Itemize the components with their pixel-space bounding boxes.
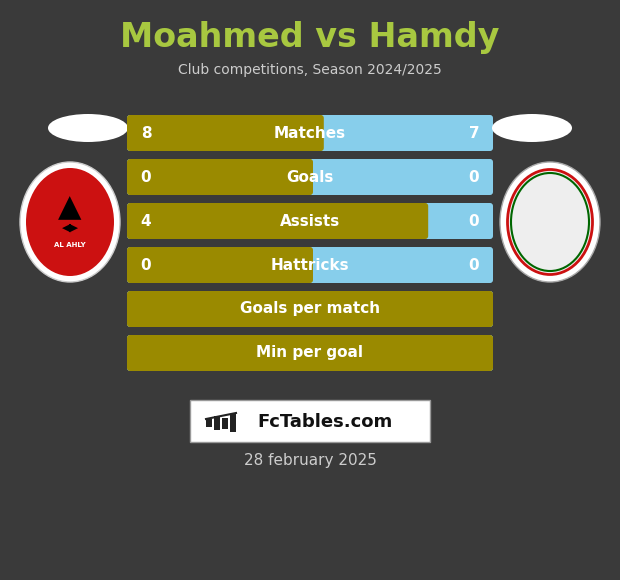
Text: Assists: Assists	[280, 213, 340, 229]
FancyBboxPatch shape	[127, 159, 493, 195]
Text: 0: 0	[141, 258, 151, 273]
Text: 0: 0	[469, 258, 479, 273]
Bar	[206, 419, 212, 427]
Ellipse shape	[26, 168, 114, 276]
FancyBboxPatch shape	[127, 159, 313, 195]
Ellipse shape	[511, 173, 589, 271]
Text: Min per goal: Min per goal	[257, 346, 363, 361]
Bar	[214, 416, 220, 430]
FancyBboxPatch shape	[127, 203, 493, 239]
Text: Moahmed vs Hamdy: Moahmed vs Hamdy	[120, 21, 500, 55]
FancyBboxPatch shape	[127, 291, 493, 327]
Ellipse shape	[500, 162, 600, 282]
Bar	[230, 414, 236, 432]
FancyBboxPatch shape	[127, 335, 493, 371]
Text: 4: 4	[141, 213, 151, 229]
Text: 8: 8	[141, 125, 151, 140]
FancyBboxPatch shape	[127, 115, 324, 151]
Text: Goals per match: Goals per match	[240, 302, 380, 317]
FancyBboxPatch shape	[190, 400, 430, 442]
Ellipse shape	[48, 114, 128, 142]
Text: Goals: Goals	[286, 169, 334, 184]
Text: 0: 0	[141, 169, 151, 184]
Ellipse shape	[492, 114, 572, 142]
FancyBboxPatch shape	[127, 247, 313, 283]
Bar	[222, 418, 228, 429]
FancyBboxPatch shape	[127, 115, 493, 151]
Text: Hattricks: Hattricks	[271, 258, 349, 273]
Ellipse shape	[508, 169, 593, 274]
Text: 0: 0	[469, 169, 479, 184]
Text: FcTables.com: FcTables.com	[257, 413, 392, 431]
FancyBboxPatch shape	[127, 335, 493, 371]
Text: AL AHLY: AL AHLY	[54, 242, 86, 248]
Text: 28 february 2025: 28 february 2025	[244, 452, 376, 467]
Text: 7: 7	[469, 125, 479, 140]
Text: Matches: Matches	[274, 125, 346, 140]
FancyBboxPatch shape	[127, 203, 428, 239]
Text: ◀▶: ◀▶	[61, 223, 79, 233]
Text: ▲: ▲	[58, 194, 82, 223]
FancyBboxPatch shape	[127, 291, 493, 327]
FancyBboxPatch shape	[127, 247, 493, 283]
Text: 0: 0	[469, 213, 479, 229]
Text: Club competitions, Season 2024/2025: Club competitions, Season 2024/2025	[178, 63, 442, 77]
Ellipse shape	[20, 162, 120, 282]
